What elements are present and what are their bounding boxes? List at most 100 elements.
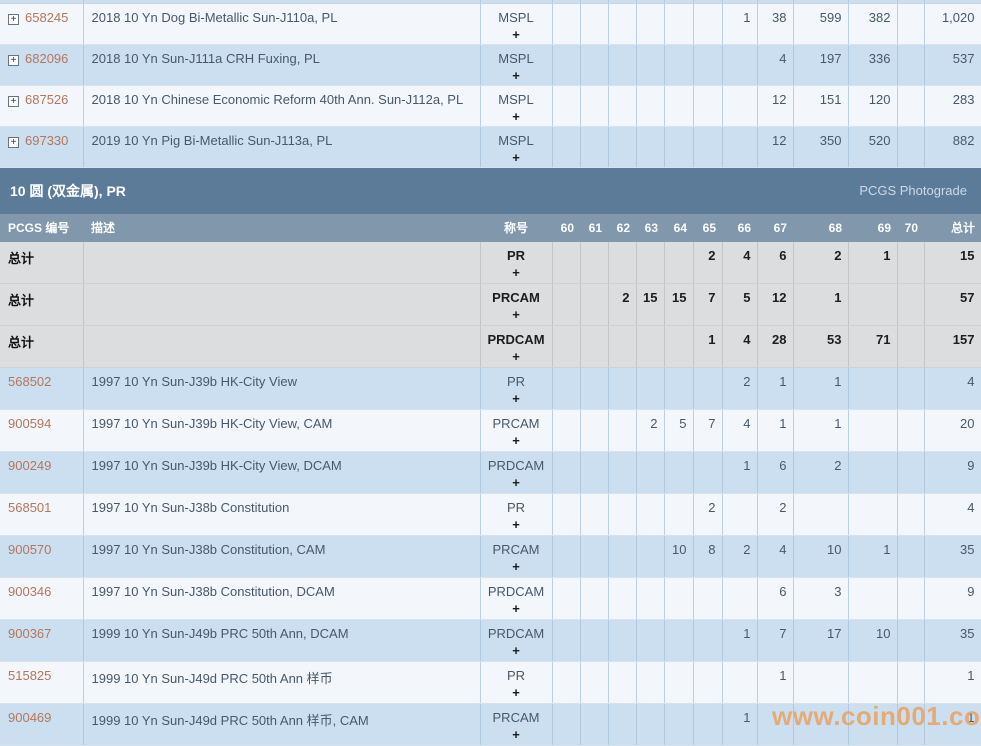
population-row: 900249 1997 10 Yn Sun-J39b HK-City View, …: [0, 451, 981, 494]
total-cell: 9: [924, 451, 981, 494]
sliver-cell: [722, 0, 758, 4]
partial-row-sliver: [0, 0, 981, 4]
sliver-cell: [848, 0, 898, 4]
grade-63-cell: [636, 367, 665, 410]
sliver-cell: [897, 0, 925, 4]
grade-70-cell: [897, 451, 925, 494]
grade-64-cell: [664, 493, 694, 536]
population-row: 900367 1999 10 Yn Sun-J49b PRC 50th Ann, …: [0, 619, 981, 662]
grade-68-cell: 151: [793, 85, 849, 127]
photograde-label: PCGS Photograde: [859, 183, 967, 198]
sliver-cell: [83, 0, 481, 4]
grade-68-cell: 1: [793, 409, 849, 452]
grade-69-cell: [848, 661, 898, 704]
grade-61-cell: [580, 126, 609, 168]
grade-68-cell: 17: [793, 619, 849, 662]
top-section-table: +658245 2018 10 Yn Dog Bi-Metallic Sun-J1…: [0, 0, 981, 168]
pcgs-number-link[interactable]: 697330: [25, 132, 69, 148]
pcgs-cell: 515825: [0, 661, 84, 704]
description-cell: 1999 10 Yn Sun-J49d PRC 50th Ann 样币: [83, 661, 481, 704]
expand-icon[interactable]: +: [8, 54, 19, 66]
pcgs-number-link[interactable]: 568502: [8, 374, 52, 389]
grade-64-cell: [664, 126, 694, 168]
grade-69-cell: 382: [848, 3, 898, 45]
population-row: 568502 1997 10 Yn Sun-J39b HK-City View PR…: [0, 367, 981, 410]
designation-plus: +: [512, 643, 520, 658]
grade-69-cell: [848, 451, 898, 494]
pcgs-number-link[interactable]: 682096: [25, 50, 69, 66]
grade-63-cell: [636, 85, 665, 127]
total-cell: 15: [924, 241, 981, 284]
header-grade-69: 69: [848, 213, 897, 242]
grade-69-cell: [848, 283, 898, 326]
grade-66-cell: 4: [722, 409, 758, 452]
grade-68-cell: 1: [793, 367, 849, 410]
designation-cell: PR +: [480, 493, 553, 536]
expand-icon[interactable]: +: [8, 95, 19, 107]
pcgs-number-link[interactable]: 900570: [8, 542, 52, 557]
grade-69-cell: [848, 367, 898, 410]
designation-label: PR: [506, 247, 526, 263]
pcgs-cell: 900570: [0, 535, 84, 578]
pcgs-number-link[interactable]: 568501: [8, 500, 52, 515]
grade-63-cell: [636, 619, 665, 662]
expand-icon[interactable]: +: [8, 136, 19, 148]
pcgs-number-link[interactable]: 900594: [8, 416, 52, 431]
grade-66-cell: 2: [722, 367, 758, 410]
pcgs-number-link[interactable]: 515825: [8, 668, 52, 683]
grade-66-cell: 4: [722, 325, 758, 368]
grade-62-cell: [608, 451, 637, 494]
column-header-row: PCGS 编号 描述 称号 60 61 62 63 64 65 66 67 68…: [0, 213, 981, 242]
total-cell: 20: [924, 409, 981, 452]
grade-67-cell: 6: [757, 451, 794, 494]
description-cell: 2019 10 Yn Pig Bi-Metallic Sun-J113a, PL: [83, 126, 481, 168]
designation-plus: +: [512, 433, 520, 448]
designation-cell: PRDCAM +: [480, 451, 553, 494]
population-row: 900346 1997 10 Yn Sun-J38b Constitution, …: [0, 577, 981, 620]
pcgs-number-link[interactable]: 900249: [8, 458, 52, 473]
pcgs-number-link[interactable]: 900367: [8, 626, 52, 641]
pcgs-number-link[interactable]: 900469: [8, 710, 52, 725]
row-total-label: 总计: [8, 335, 35, 350]
grade-63-cell: 2: [636, 409, 665, 452]
expand-icon[interactable]: +: [8, 13, 19, 25]
pcgs-number-link[interactable]: 687526: [25, 91, 69, 107]
designation-label: PRDCAM: [487, 458, 545, 473]
designation-plus: +: [512, 391, 520, 406]
grade-67-cell: 6: [757, 577, 794, 620]
grade-64-cell: 15: [664, 283, 694, 326]
designation-plus: +: [512, 601, 520, 616]
pcgs-number-link[interactable]: 900346: [8, 584, 52, 599]
grade-63-cell: [636, 703, 665, 746]
sliver-cell: [552, 0, 581, 4]
population-row: +697330 2019 10 Yn Pig Bi-Metallic Sun-J1…: [0, 126, 981, 168]
grade-64-cell: [664, 44, 694, 86]
grade-68-cell: [793, 703, 849, 746]
header-grade-62: 62: [608, 213, 636, 242]
grade-61-cell: [580, 85, 609, 127]
total-cell: 537: [924, 44, 981, 86]
population-row: 515825 1999 10 Yn Sun-J49d PRC 50th Ann 样…: [0, 661, 981, 704]
grade-66-cell: 2: [722, 535, 758, 578]
description-cell: 1997 10 Yn Sun-J39b HK-City View, CAM: [83, 409, 481, 452]
grade-70-cell: [897, 619, 925, 662]
grade-66-cell: 1: [722, 703, 758, 746]
grade-66-cell: [722, 493, 758, 536]
grade-66-cell: 1: [722, 451, 758, 494]
pcgs-cell: 900346: [0, 577, 84, 620]
grade-70-cell: [897, 85, 925, 127]
grade-61-cell: [580, 283, 609, 326]
grade-68-cell: 599: [793, 3, 849, 45]
grade-62-cell: [608, 493, 637, 536]
grade-61-cell: [580, 3, 609, 45]
grade-61-cell: [580, 619, 609, 662]
pcgs-cell: 900249: [0, 451, 84, 494]
designation-cell: PR +: [480, 367, 553, 410]
sliver-cell: [793, 0, 849, 4]
designation-cell: PR +: [480, 661, 553, 704]
grade-70-cell: [897, 126, 925, 168]
pcgs-number-link[interactable]: 658245: [25, 9, 69, 25]
grade-66-cell: [722, 44, 758, 86]
grade-70-cell: [897, 283, 925, 326]
grade-65-cell: 2: [693, 493, 723, 536]
